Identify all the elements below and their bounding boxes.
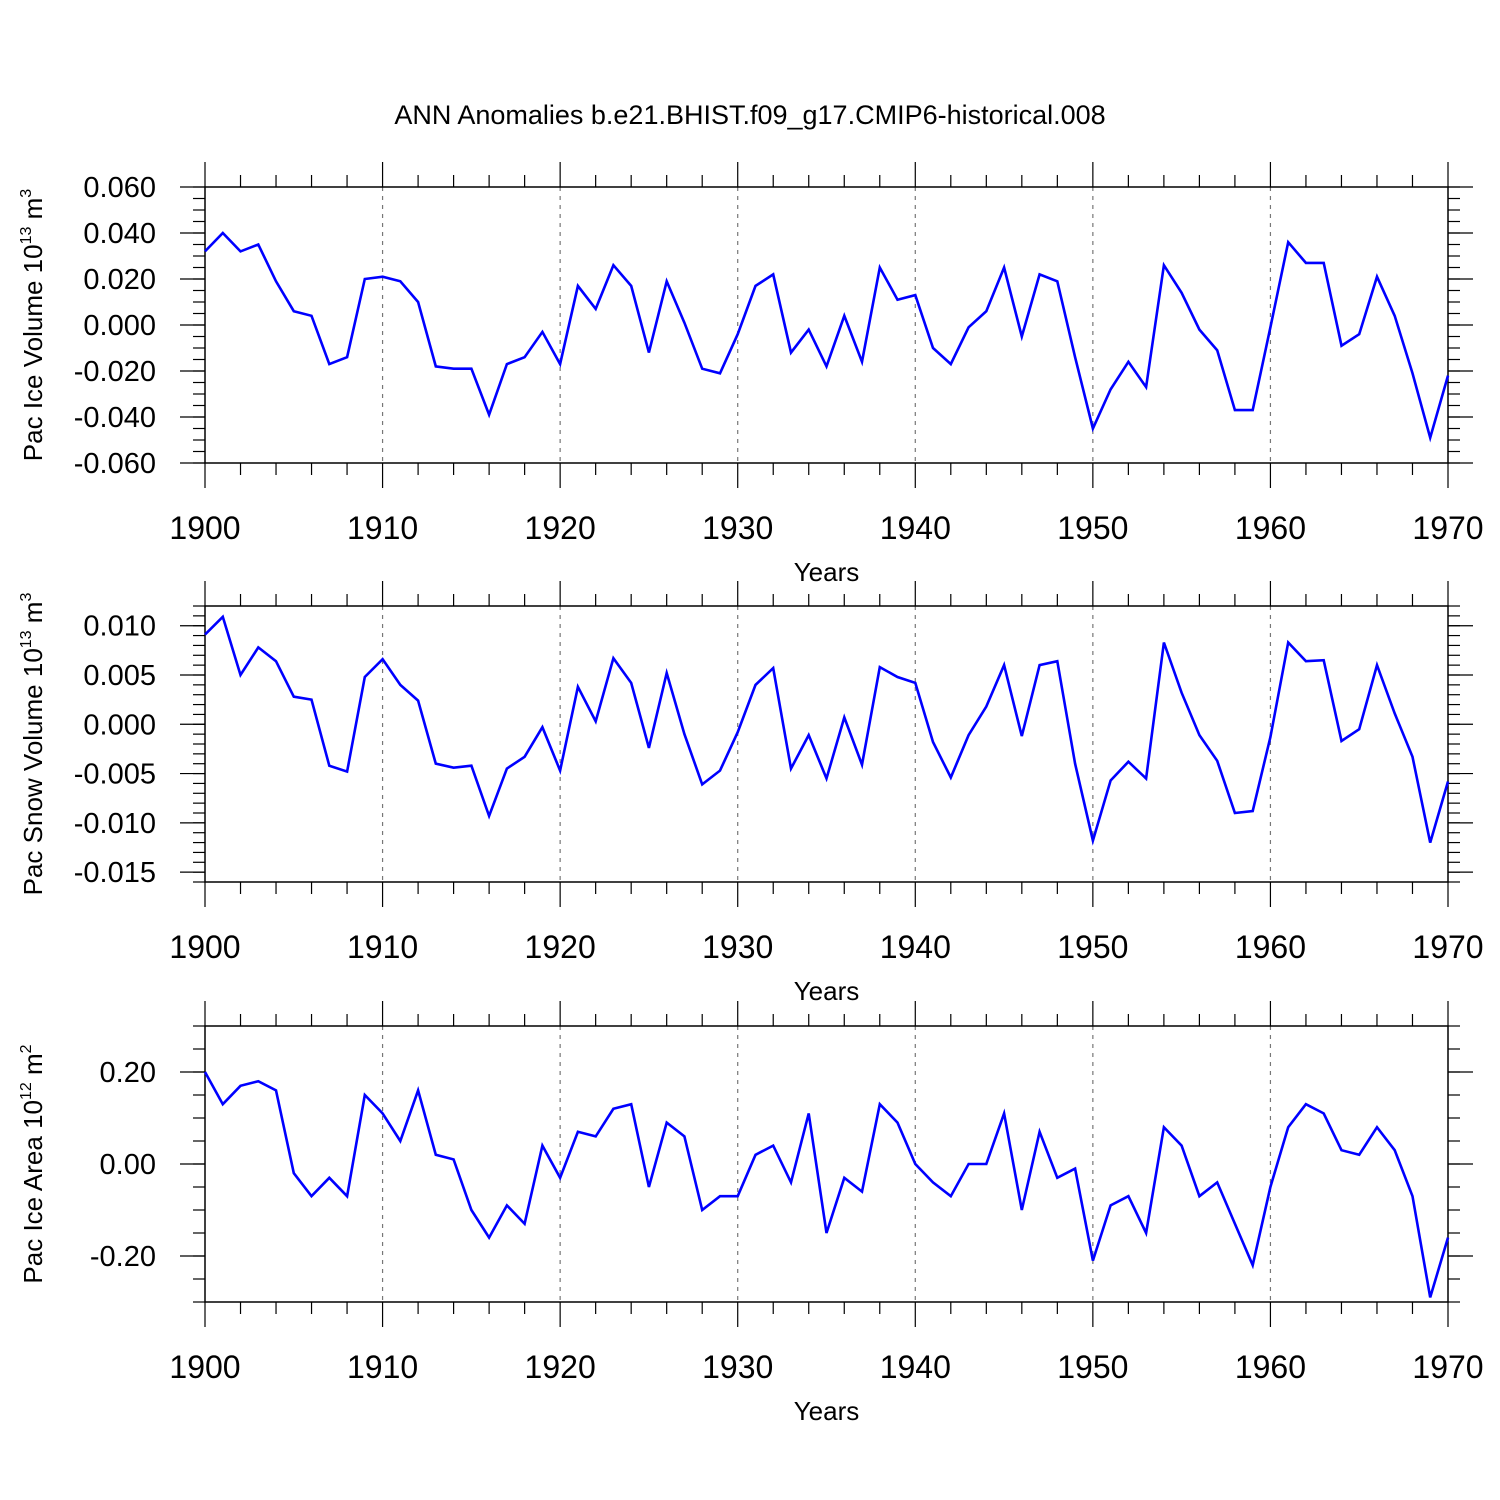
x-tick-label: 1930: [702, 929, 773, 965]
x-tick-label: 1950: [1057, 510, 1128, 546]
x-tick-label: 1900: [169, 510, 240, 546]
x-axis-label: Years: [794, 1396, 860, 1426]
y-tick-label: -0.020: [74, 356, 156, 388]
panel-1: 0.060 0.040 0.020 0.000 -0.020 -0.040 -0.060 19…: [18, 162, 1484, 587]
panel-3: 0.20 0.00 -0.20 1900 1910 1920 1930 1940 1950 196…: [18, 1001, 1484, 1426]
x-axis-label: Years: [794, 557, 860, 587]
y-tick-label: -0.060: [74, 448, 156, 480]
x-tick-label: 1920: [525, 510, 596, 546]
x-tick-label: 1940: [880, 510, 951, 546]
x-tick-label: 1910: [347, 1349, 418, 1385]
y-axis-label: Pac Snow Volume 1013 m3: [18, 593, 48, 896]
x-tick-label: 1910: [347, 929, 418, 965]
y-tick-label: -0.20: [90, 1241, 156, 1273]
y-axis-label: Pac Ice Volume 1013 m3: [18, 189, 48, 462]
x-tick-label: 1930: [702, 1349, 773, 1385]
x-tick-label: 1910: [347, 510, 418, 546]
x-tick-label: 1960: [1235, 510, 1306, 546]
y-tick-label: -0.015: [74, 857, 156, 889]
x-tick-label: 1970: [1412, 929, 1483, 965]
x-tick-label: 1900: [169, 929, 240, 965]
plot-frame: [204, 605, 1449, 883]
y-tick-label: 0.00: [100, 1149, 156, 1181]
y-tick-label: -0.010: [74, 808, 156, 840]
y-tick-label: 0.060: [83, 172, 156, 204]
x-tick-label: 1960: [1235, 929, 1306, 965]
series-line: [204, 231, 1450, 443]
x-tick-label: 1960: [1235, 1349, 1306, 1385]
y-tick-label: 0.010: [83, 611, 156, 643]
x-tick-label: 1920: [525, 929, 596, 965]
y-axis-label: Pac Ice Area 1012 m2: [18, 1044, 48, 1283]
x-tick-label: 1970: [1412, 1349, 1483, 1385]
plot-frame: [204, 186, 1449, 464]
panel-2: 0.010 0.005 0.000 -0.005 -0.010 -0.015 1900 191…: [18, 581, 1484, 1006]
series-line: [203, 1071, 1450, 1298]
x-tick-label: 1940: [880, 929, 951, 965]
x-axis-label: Years: [794, 976, 860, 1006]
plot-frame: [204, 1025, 1449, 1303]
y-tick-label: 0.000: [83, 310, 156, 342]
x-tick-label: 1970: [1412, 510, 1483, 546]
x-tick-label: 1950: [1057, 929, 1128, 965]
x-tick-label: 1950: [1057, 1349, 1128, 1385]
chart-title: ANN Anomalies b.e21.BHIST.f09_g17.CMIP6-…: [394, 100, 1105, 130]
y-tick-label: 0.000: [83, 709, 156, 741]
series-line: [204, 614, 1450, 846]
y-tick-label: 0.020: [83, 264, 156, 296]
y-tick-label: 0.005: [83, 660, 156, 692]
x-tick-label: 1920: [525, 1349, 596, 1385]
x-tick-label: 1930: [702, 510, 773, 546]
y-tick-label: -0.040: [74, 402, 156, 434]
x-tick-label: 1940: [880, 1349, 951, 1385]
y-tick-label: 0.20: [100, 1057, 156, 1089]
x-tick-label: 1900: [169, 1349, 240, 1385]
y-tick-label: -0.005: [74, 759, 156, 791]
y-tick-label: 0.040: [83, 218, 156, 250]
